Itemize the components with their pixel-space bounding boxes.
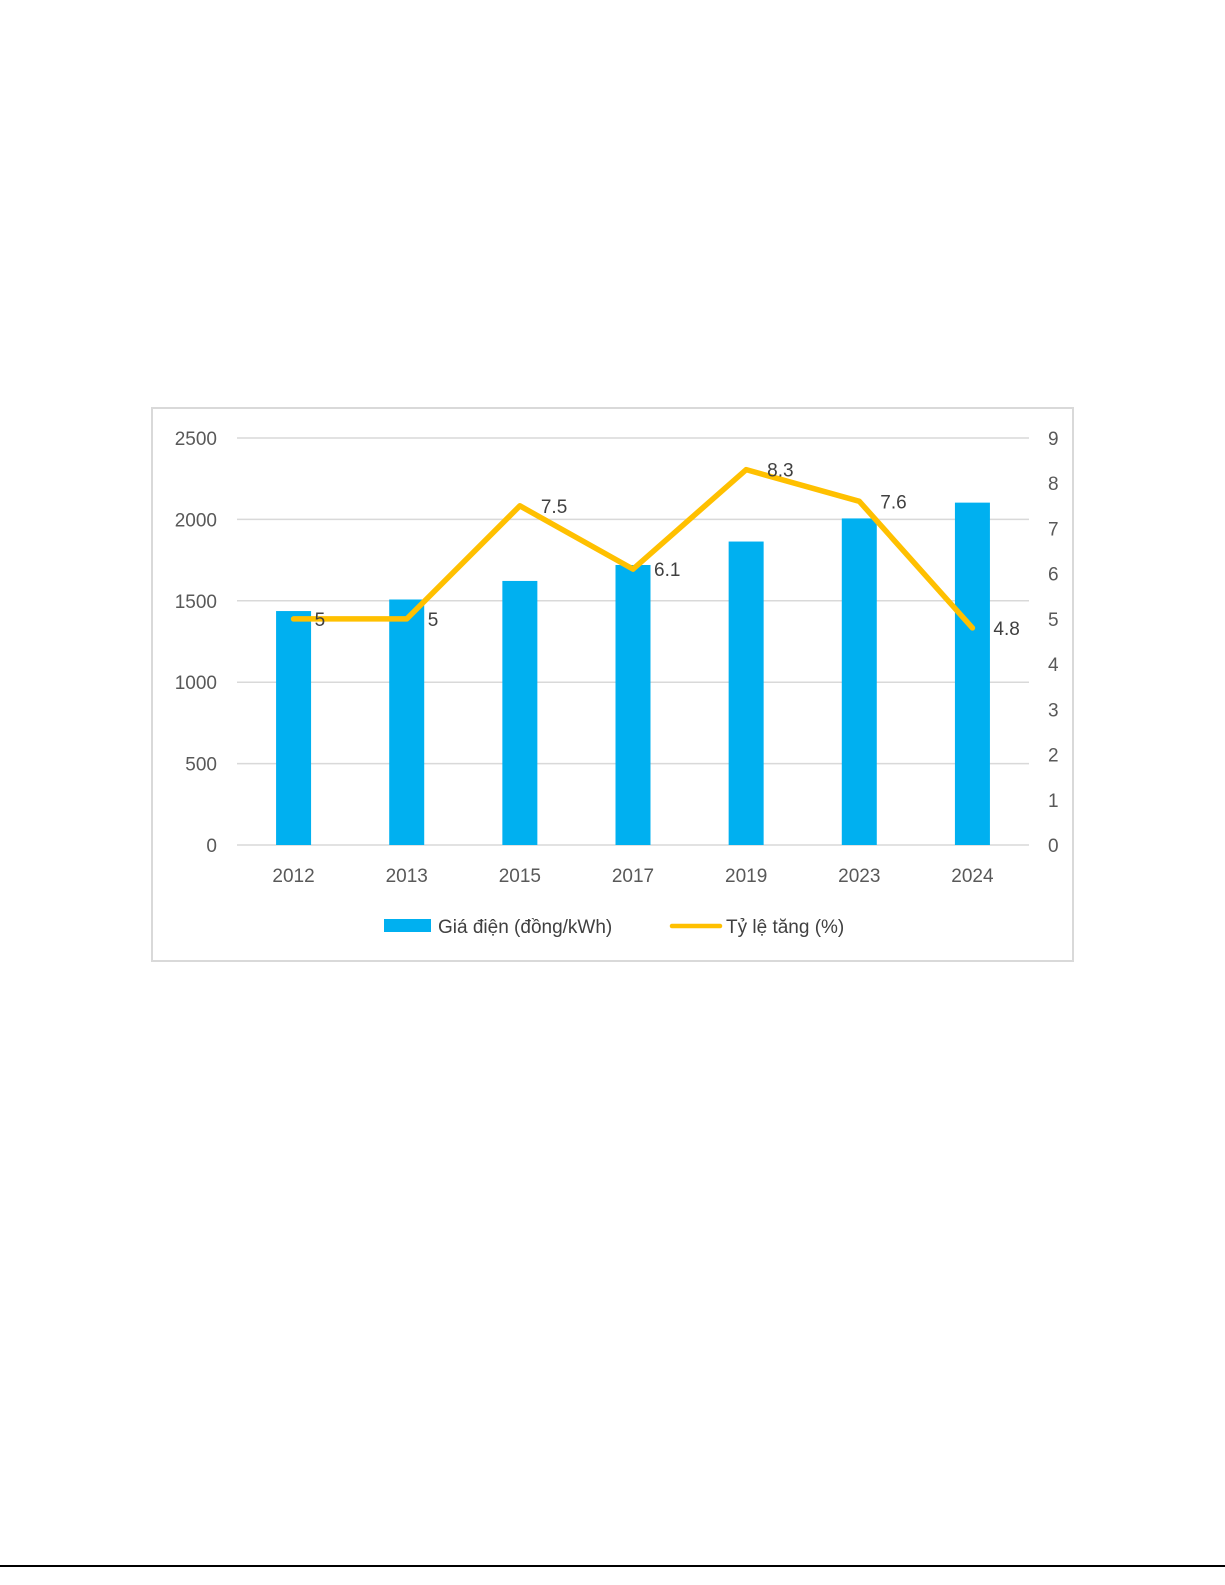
combo-chart: 5 5 7.5 6.1 8.3 7.6 4.8 0 500 1000 1500 2000 2500 0 1…	[175, 429, 1059, 938]
data-label: 4.8	[993, 619, 1019, 640]
y-right-tick-label: 2	[1048, 746, 1059, 767]
x-tick-label: 2019	[725, 866, 767, 887]
bar	[389, 599, 425, 845]
y-left-tick-label: 1000	[175, 673, 217, 694]
line-point	[291, 616, 297, 622]
line-point	[404, 616, 410, 622]
y-right-tick-label: 1	[1048, 791, 1059, 812]
data-label: 6.1	[654, 560, 680, 581]
line-point	[969, 625, 975, 631]
bar	[728, 541, 764, 845]
y-right-tick-label: 8	[1048, 474, 1059, 495]
y-left-tick-label: 1500	[175, 592, 217, 613]
x-tick-label: 2012	[272, 866, 314, 887]
y-right-tick-label: 6	[1048, 565, 1059, 586]
legend-label-bar: Giá điện (đồng/kWh)	[438, 917, 612, 938]
y-left-tick-label: 0	[206, 836, 217, 857]
y-right-tick-label: 4	[1048, 655, 1059, 676]
x-tick-label: 2023	[838, 866, 880, 887]
bar	[615, 564, 651, 845]
y-right-tick-label: 5	[1048, 610, 1059, 631]
x-tick-label: 2024	[951, 866, 994, 887]
data-label: 7.5	[541, 497, 567, 518]
legend-swatch-bar	[384, 919, 431, 932]
data-label: 5	[428, 610, 439, 631]
bar	[954, 502, 990, 845]
y-right-tick-label: 0	[1048, 836, 1059, 857]
bar	[276, 611, 312, 845]
data-label: 8.3	[767, 461, 793, 482]
chart-frame: 5 5 7.5 6.1 8.3 7.6 4.8 0 500 1000 1500 2000 2500 0 1…	[151, 407, 1074, 962]
bar	[502, 580, 538, 845]
line-point	[856, 498, 862, 504]
y-right-tick-label: 9	[1048, 429, 1059, 450]
legend-label-line: Tỷ lệ tăng (%)	[726, 917, 844, 938]
data-label: 5	[315, 610, 326, 631]
y-left-tick-label: 2500	[175, 429, 217, 450]
y-left-tick-label: 2000	[175, 510, 217, 531]
line-point	[743, 467, 749, 473]
x-tick-label: 2015	[499, 866, 541, 887]
x-tick-label: 2013	[386, 866, 428, 887]
data-label: 7.6	[880, 492, 906, 513]
bar	[841, 518, 877, 845]
line-point	[630, 566, 636, 572]
y-left-tick-label: 500	[185, 755, 217, 776]
y-right-tick-label: 7	[1048, 519, 1059, 540]
legend: Giá điện (đồng/kWh) Tỷ lệ tăng (%)	[384, 917, 844, 938]
x-tick-label: 2017	[612, 866, 654, 887]
line-point	[517, 503, 523, 509]
page-bottom-rule	[0, 1565, 1225, 1567]
y-right-tick-label: 3	[1048, 700, 1059, 721]
